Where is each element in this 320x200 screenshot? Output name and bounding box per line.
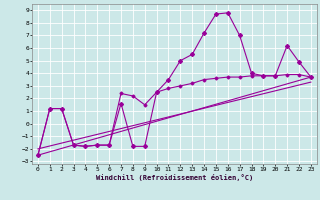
X-axis label: Windchill (Refroidissement éolien,°C): Windchill (Refroidissement éolien,°C) — [96, 174, 253, 181]
